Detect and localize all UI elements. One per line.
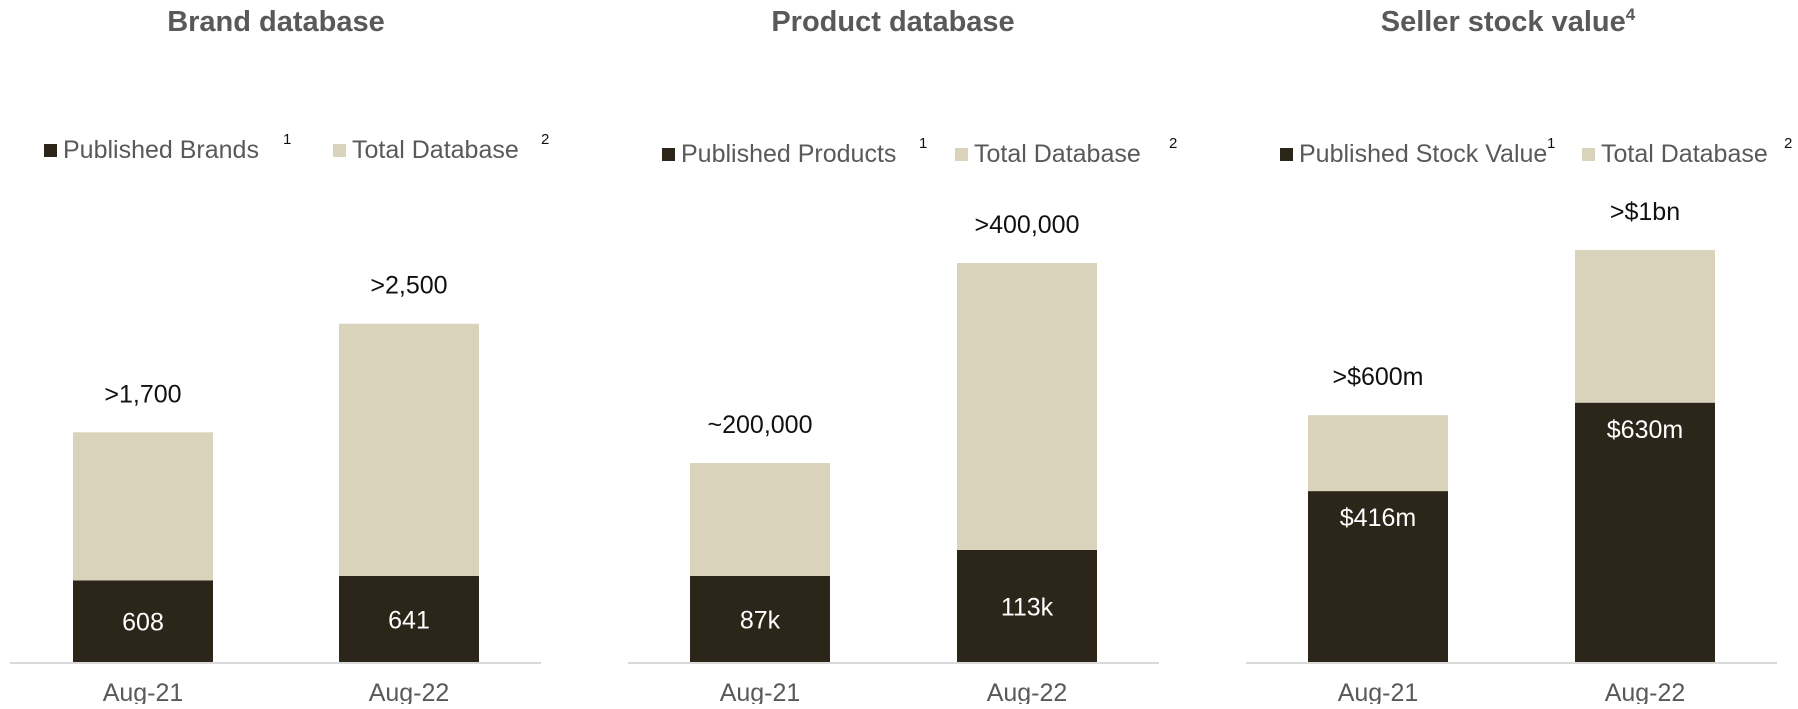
bar-total-database [1308,415,1448,492]
chart-title-text: Product database [771,6,1014,38]
x-tick-label: Aug-21 [1338,679,1419,704]
data-label-total: >1,700 [104,380,181,408]
legend-label-total: Total Database [352,136,519,164]
legend-superscript-total: 2 [1169,135,1177,152]
legend-swatch-published [662,148,675,161]
legend-swatch-total [1582,148,1595,161]
data-label-published: $630m [1607,416,1683,444]
legend-label-total: Total Database [974,140,1141,168]
data-label-total: >$600m [1332,363,1423,391]
legend-swatch-total [955,148,968,161]
legend-superscript-published: 1 [283,131,291,148]
legend-label-total: Total Database [1601,140,1768,168]
x-tick-label: Aug-21 [103,679,184,704]
bar-total-database [957,263,1097,550]
chart-title-superscript: 4 [1626,5,1636,24]
x-tick-label: Aug-22 [1605,679,1686,704]
data-label-total: ~200,000 [708,411,813,439]
data-label-total: >400,000 [975,211,1080,239]
legend-label-published: Published Products [681,140,896,168]
bar-total-database [690,463,830,576]
data-label-published: 113k [1001,594,1054,622]
chart-title-0: Brand database [167,6,385,38]
data-label-published: 608 [122,609,164,637]
bar-published [73,580,213,663]
bar-total-database [73,432,213,581]
bar-total-database [339,323,479,577]
x-tick-label: Aug-22 [987,679,1068,704]
data-label-total: >2,500 [370,272,447,300]
chart-title-text: Brand database [167,6,385,38]
bar-published [1575,402,1715,663]
bar-published [957,550,1097,663]
legend-superscript-total: 2 [1784,135,1792,152]
chart-title-2: Seller stock value4 [1381,5,1636,38]
bar-total-database [1575,249,1715,403]
legend-superscript-published: 1 [919,135,927,152]
data-label-published: 87k [740,607,781,635]
chart-title-1: Product database [771,6,1014,38]
data-label-published: $416m [1340,504,1416,532]
legend-superscript-total: 2 [541,131,549,148]
data-label-total: >$1bn [1610,198,1680,226]
data-label-published: 641 [388,607,430,635]
bar-published [339,576,479,663]
legend-label-published: Published Brands [63,136,259,164]
x-tick-label: Aug-22 [369,679,450,704]
x-tick-label: Aug-21 [720,679,801,704]
bar-published [690,576,830,663]
chart-title-text: Seller stock value [1381,6,1626,38]
legend-swatch-total [333,144,346,157]
legend-superscript-published: 1 [1547,135,1555,152]
legend-label-published: Published Stock Value [1299,140,1547,168]
legend-swatch-published [44,144,57,157]
bar-published [1308,491,1448,663]
legend-swatch-published [1280,148,1293,161]
